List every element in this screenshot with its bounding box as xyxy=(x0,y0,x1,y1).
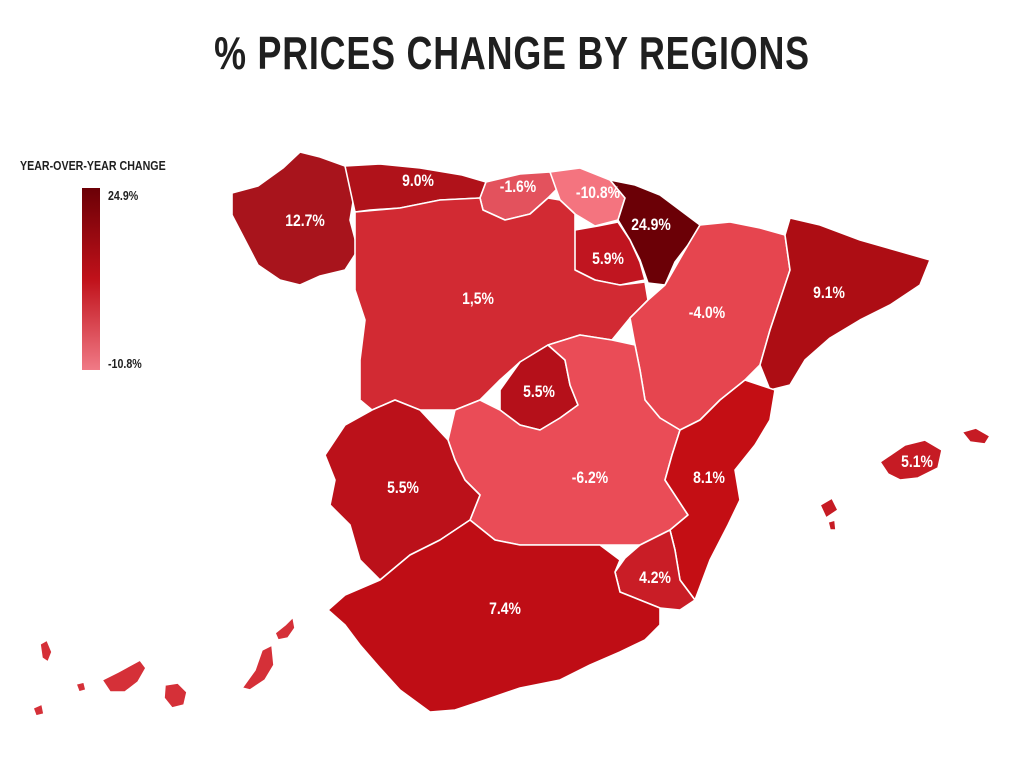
region-label-extremadura: 5.5% xyxy=(387,479,419,498)
region-baleares xyxy=(819,427,991,531)
region-shape-baleares-3 xyxy=(819,497,839,519)
legend-title: YEAR-OVER-YEAR CHANGE xyxy=(20,158,166,173)
region-shape-castilla-leon xyxy=(354,197,649,411)
region-label-andalucia: 7.4% xyxy=(489,600,521,619)
region-shape-valencia xyxy=(664,379,776,601)
region-label-la-rioja: 5.9% xyxy=(592,250,624,269)
region-shape-canarias-6 xyxy=(39,639,53,663)
region-label-valencia: 8.1% xyxy=(693,469,725,488)
region-shape-canarias-4 xyxy=(101,659,147,693)
region-label-navarra: 24.9% xyxy=(631,216,671,235)
legend-min-label: -10.8% xyxy=(108,356,142,371)
region-shape-canarias-5 xyxy=(75,681,87,693)
legend-color-scale xyxy=(82,188,100,370)
region-shape-cataluna xyxy=(759,217,931,391)
region-label-madrid: 5.5% xyxy=(523,383,555,402)
region-shape-canarias-1 xyxy=(241,644,275,691)
region-shape-baleares-1 xyxy=(879,439,943,481)
region-label-castilla-la-mancha: -6.2% xyxy=(572,469,609,488)
region-label-pais-vasco: -10.8% xyxy=(576,184,620,203)
region-label-murcia: 4.2% xyxy=(639,569,671,588)
page-title: % PRICES CHANGE BY REGIONS xyxy=(214,27,810,79)
region-castilla-leon xyxy=(354,197,649,411)
region-shape-baleares-4 xyxy=(827,519,837,531)
region-valencia xyxy=(664,379,776,601)
region-label-galicia: 12.7% xyxy=(285,212,325,231)
region-shape-canarias-3 xyxy=(163,682,188,709)
region-label-baleares: 5.1% xyxy=(901,453,933,472)
region-label-cataluna: 9.1% xyxy=(813,284,845,303)
region-shape-andalucia xyxy=(327,519,661,713)
region-label-cantabria: -1.6% xyxy=(500,178,537,197)
region-andalucia xyxy=(327,519,661,713)
region-label-aragon: -4.0% xyxy=(689,304,726,323)
region-label-castilla-leon: 1,5% xyxy=(462,290,494,309)
region-shape-baleares-2 xyxy=(961,427,991,445)
legend-max-label: 24.9% xyxy=(108,188,139,203)
region-cataluna xyxy=(759,217,931,391)
region-shape-navarra xyxy=(609,179,701,286)
region-shape-canarias-7 xyxy=(32,703,45,717)
region-navarra xyxy=(609,179,701,286)
region-label-asturias: 9.0% xyxy=(402,172,434,191)
region-canarias xyxy=(32,616,296,717)
region-shape-canarias-2 xyxy=(274,616,296,641)
